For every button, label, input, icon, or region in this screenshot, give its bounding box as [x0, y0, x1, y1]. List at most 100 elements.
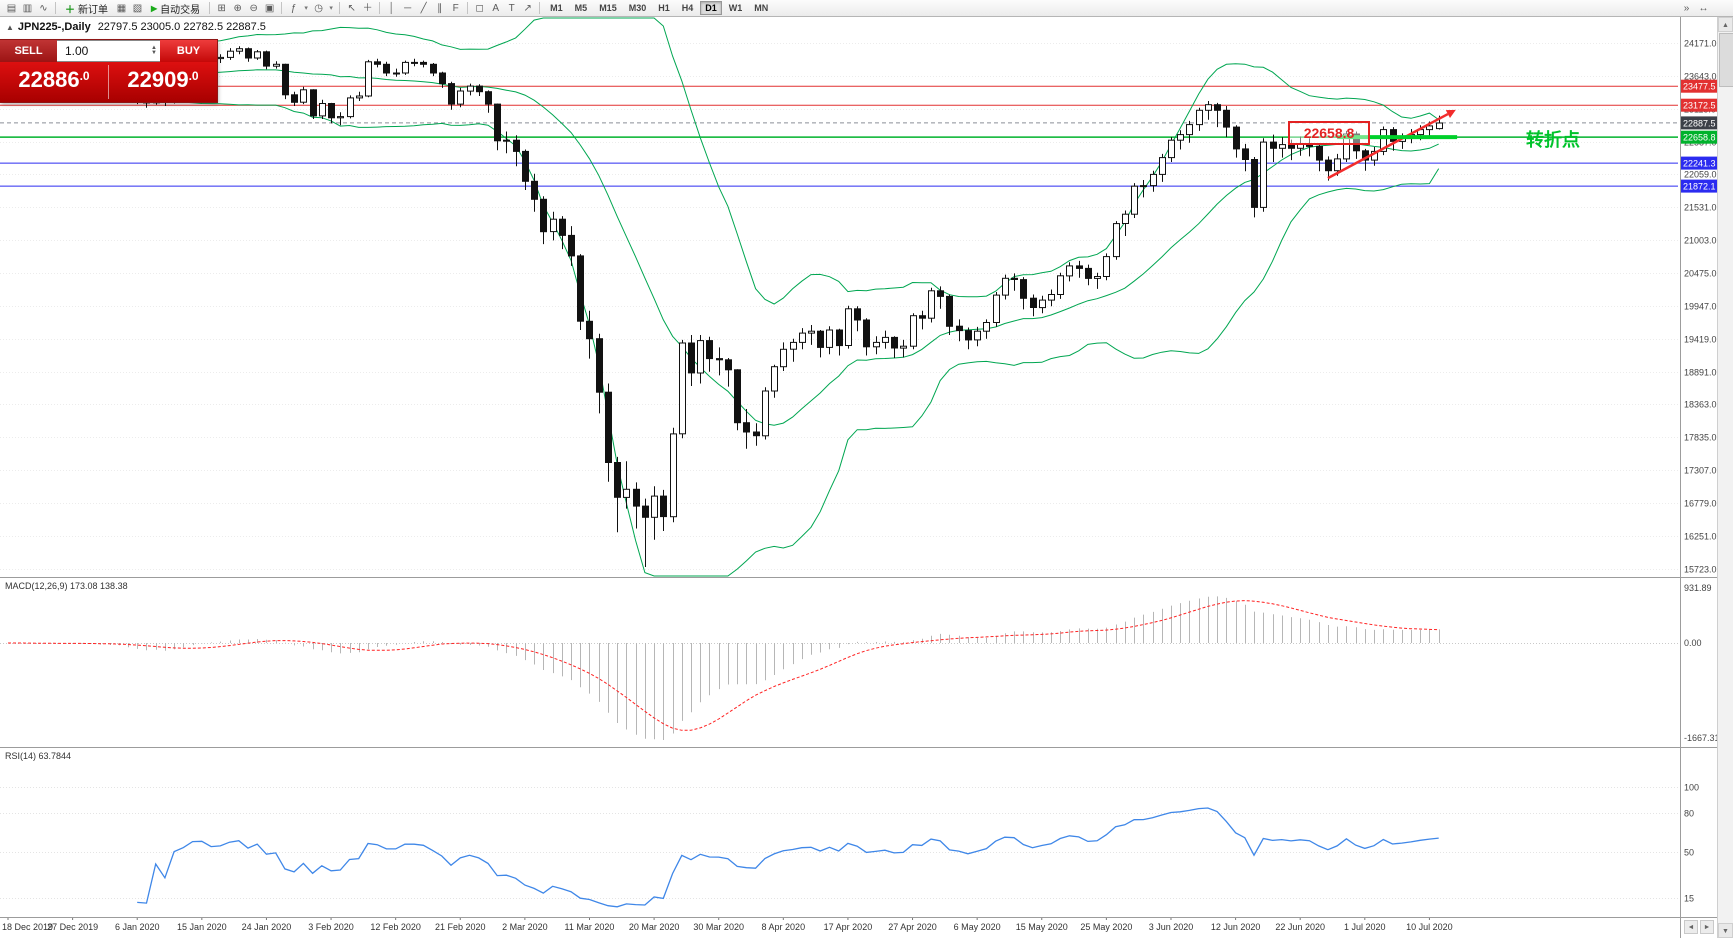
auto-trading-label: 自动交易 [160, 4, 201, 16]
line-chart-icon[interactable]: ∿ [39, 2, 48, 14]
fibonacci-icon[interactable]: F [452, 2, 459, 14]
candle-body [596, 338, 603, 393]
candle-body [522, 150, 529, 182]
date-label: 27 Dec 2019 [47, 922, 98, 932]
scroll-left-button[interactable]: ◄ [1684, 920, 1698, 934]
buy-button[interactable]: BUY [160, 40, 217, 62]
candle-body [1325, 159, 1332, 172]
price-axis-label: 21003.0 [1684, 236, 1717, 246]
auto-scroll-icon[interactable]: ↔ [1698, 3, 1709, 14]
volume-input[interactable]: 1.00 ▲ ▼ [57, 40, 160, 62]
trend-line[interactable] [1327, 112, 1449, 180]
rsi-label: RSI(14) 63.7844 [5, 751, 72, 761]
candle-body [1279, 144, 1286, 149]
zoom-in-icon[interactable]: ⊕ [233, 2, 242, 14]
vertical-line-icon[interactable]: │ [388, 2, 395, 14]
scroll-up-button[interactable]: ▲ [1718, 17, 1733, 32]
candle-body [826, 329, 833, 348]
timeframe-button-m30[interactable]: M30 [628, 2, 647, 13]
candlestick-chart-icon[interactable]: ▥ [22, 2, 33, 14]
candle-body [1223, 109, 1230, 128]
bar-chart-icon[interactable]: ▤ [6, 2, 17, 14]
candle-body [863, 319, 870, 348]
volume-down-icon[interactable]: ▼ [151, 50, 157, 56]
chart-shift-icon[interactable]: » [1683, 3, 1690, 14]
cursor-icon[interactable]: ↖ [347, 2, 356, 14]
templates-dropdown-icon[interactable]: ▾ [329, 4, 333, 12]
chart-title: ▲ JPN225-,Daily 22797.5 23005.0 22782.5 22… [6, 21, 266, 33]
date-label: 30 Mar 2020 [693, 922, 744, 932]
buy-price-value: 22909 [127, 67, 189, 92]
channel-icon[interactable]: ∥ [437, 2, 443, 14]
volume-up-icon[interactable]: ▲ [151, 45, 157, 51]
crosshair-icon[interactable]: ＋ [362, 2, 373, 14]
timeframe-button-h4[interactable]: H4 [681, 2, 694, 13]
candle-body [254, 51, 261, 59]
vertical-scrollbar[interactable]: ▲ ▼ [1717, 17, 1733, 938]
date-label: 2 Mar 2020 [502, 922, 548, 932]
candle-body [273, 63, 280, 67]
sell-button[interactable]: SELL [0, 40, 57, 62]
candle-body [1242, 148, 1249, 160]
price-axis-label: 19419.0 [1684, 335, 1717, 345]
candle-body [725, 359, 732, 371]
candle-body [808, 330, 815, 334]
candle-body [1353, 133, 1360, 152]
candle-body [559, 218, 566, 236]
market-watch-icon[interactable]: ▦ [116, 2, 127, 14]
macd-signal-line [8, 600, 1439, 731]
price-annotation-box[interactable]: 22658.8 [1288, 121, 1370, 145]
candle-body [928, 290, 935, 319]
scroll-right-button[interactable]: ► [1700, 920, 1714, 934]
indicators-icon[interactable]: ƒ [290, 2, 297, 14]
candle-body [282, 63, 289, 96]
shapes-icon[interactable]: ◻ [475, 2, 484, 14]
sell-price-button[interactable]: 22886 .0 [0, 62, 108, 102]
candle-body [457, 90, 464, 105]
candle-body [605, 391, 612, 464]
candle-body [651, 495, 658, 518]
buy-price-button[interactable]: 22909 .0 [109, 62, 217, 102]
horizontal-line-icon[interactable]: ─ [404, 2, 412, 14]
zoom-out-icon[interactable]: ⊖ [249, 2, 258, 14]
candle-body [328, 103, 335, 119]
timeframe-button-mn[interactable]: MN [754, 2, 769, 13]
price-axis-label: 24171.0 [1684, 39, 1717, 49]
timeframe-button-w1[interactable]: W1 [728, 2, 743, 13]
date-label: 11 Mar 2020 [565, 922, 615, 932]
timeframe-button-m5[interactable]: M5 [574, 2, 588, 13]
text-icon[interactable]: A [492, 2, 499, 14]
tile-windows-icon[interactable]: ▣ [264, 2, 275, 14]
candle-body [1205, 104, 1212, 111]
new-order-button[interactable]: ＋ 新订单 [60, 1, 113, 16]
timeframe-button-m15[interactable]: M15 [599, 2, 617, 13]
trendline-icon[interactable]: ╱ [420, 2, 427, 14]
periods-clock-icon[interactable]: ◷ [314, 2, 324, 14]
indicators-dropdown-icon[interactable]: ▾ [304, 4, 308, 12]
arrow-marker-icon[interactable]: ↗ [523, 2, 532, 14]
candle-body [319, 103, 326, 117]
candle-body [1020, 279, 1027, 299]
toolbar: ▤ ▥ ∿ ＋ 新订单 ▦ ▧ ▶ 自动交易 ⊞ ⊕ ⊖ ▣ ƒ ▾ ◷ ▾ ↖… [0, 0, 1733, 17]
new-chart-icon[interactable]: ⊞ [217, 2, 226, 14]
candle-body [374, 61, 381, 65]
timeframe-button-d1[interactable]: D1 [700, 0, 722, 15]
terminal-window-icon[interactable]: ▧ [132, 2, 143, 14]
candle-body [1233, 126, 1240, 150]
scrollbar-thumb[interactable] [1719, 33, 1733, 87]
text-label-icon[interactable]: T [508, 2, 515, 14]
candle-body [1270, 141, 1277, 149]
price-axis-label: 16251.0 [1684, 532, 1717, 542]
candle-body [956, 325, 963, 332]
scroll-down-button[interactable]: ▼ [1718, 923, 1733, 938]
candle-body [919, 315, 926, 319]
volume-stepper[interactable]: ▲ ▼ [151, 45, 157, 56]
timeframe-button-h1[interactable]: H1 [658, 2, 670, 13]
candle-body [577, 255, 584, 322]
quick-nav-buttons: ◄ ► [1684, 920, 1714, 934]
auto-trading-button[interactable]: ▶ 自动交易 [146, 1, 205, 16]
candle-body [1426, 125, 1433, 131]
price-axis-label: 18363.0 [1684, 400, 1717, 410]
timeframe-button-m1[interactable]: M1 [550, 2, 563, 13]
